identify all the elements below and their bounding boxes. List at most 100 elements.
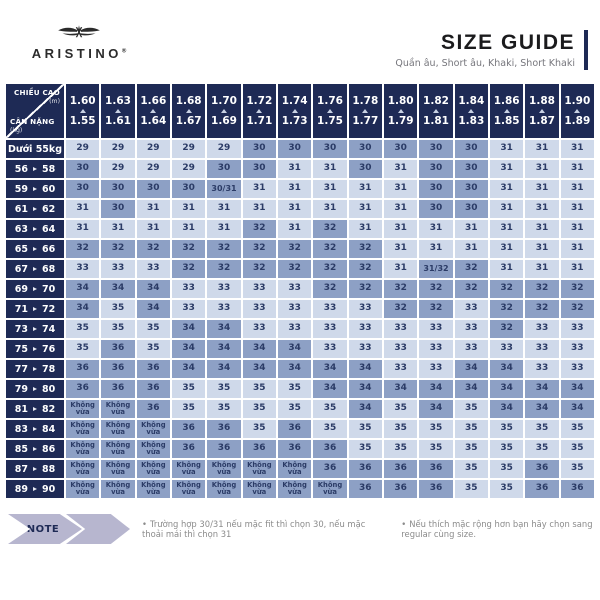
- weight-label-cell: 89 90: [6, 480, 64, 498]
- size-cell: 33: [277, 320, 312, 338]
- height-min-value: 1.85: [493, 114, 520, 127]
- size-cell: 31: [560, 260, 594, 278]
- size-cell: 30: [454, 140, 488, 158]
- size-cell: 34: [383, 380, 418, 398]
- size-cell: 31: [489, 260, 524, 278]
- size-cell: 32: [348, 240, 382, 258]
- registered-mark-icon: ®: [121, 48, 127, 55]
- size-cell: 32: [136, 240, 170, 258]
- size-cell: 36: [313, 460, 347, 478]
- size-cell: 29: [136, 140, 170, 158]
- size-cell: 34: [242, 360, 276, 378]
- size-cell: 36: [525, 480, 559, 498]
- size-cell: 33: [419, 320, 453, 338]
- size-cell: 35: [454, 440, 488, 458]
- size-cell: 31: [489, 140, 524, 158]
- size-cell: 31: [383, 180, 418, 198]
- size-cell: 35: [101, 320, 135, 338]
- note-items: • Trường hợp 30/31 nếu mặc fit thì chọn 3…: [142, 519, 600, 539]
- height-range-cell: 1.84 1.83: [454, 84, 488, 138]
- weight-from-value: 67: [14, 263, 28, 275]
- height-min-value: 1.67: [175, 114, 202, 127]
- weight-label-cell: 63 64: [6, 220, 64, 238]
- size-cell: 35: [454, 420, 488, 438]
- size-cell: 34: [313, 360, 347, 378]
- size-cell: 30: [171, 180, 206, 198]
- weight-from-value: 65: [14, 243, 28, 255]
- size-cell: 29: [207, 140, 241, 158]
- height-max-value: 1.60: [69, 95, 96, 107]
- note-chevron-icon: NOTE: [8, 514, 82, 544]
- corner-weight-label: CÂN NẶNG (kg): [10, 117, 54, 134]
- bullet-icon: •: [401, 519, 407, 529]
- size-cell: 34: [207, 360, 241, 378]
- weight-from-value: 79: [14, 383, 28, 395]
- weight-to-value: 68: [42, 263, 56, 275]
- right-arrow-icon: [33, 407, 37, 411]
- size-cell: 32: [277, 240, 312, 258]
- size-cell: 34: [525, 380, 559, 398]
- size-cell: 35: [489, 440, 524, 458]
- size-cell: 35: [383, 440, 418, 458]
- size-cell: 35: [101, 300, 135, 318]
- right-arrow-icon: [33, 467, 37, 471]
- size-cell: 31: [313, 180, 347, 198]
- weight-from-value: 59: [14, 183, 28, 195]
- size-cell: 34: [277, 360, 312, 378]
- size-cell: 32: [348, 280, 382, 298]
- size-cell: 35: [277, 380, 312, 398]
- size-cell: 32: [101, 240, 135, 258]
- size-cell: 32: [419, 280, 453, 298]
- height-range-cell: 1.68 1.67: [171, 84, 206, 138]
- size-cell: 31: [242, 180, 276, 198]
- height-max-value: 1.90: [564, 95, 591, 107]
- height-max-value: 1.70: [211, 95, 237, 107]
- size-cell: 30: [277, 140, 312, 158]
- size-cell: 34: [454, 380, 488, 398]
- up-triangle-icon: [362, 109, 369, 113]
- size-cell: 31: [525, 180, 559, 198]
- weight-to-value: 70: [42, 283, 56, 295]
- page-title: SIZE GUIDE: [440, 31, 575, 54]
- weight-from-value: 73: [14, 323, 28, 335]
- size-cell: Không vừa: [101, 440, 135, 458]
- size-cell: 29: [171, 140, 206, 158]
- height-min-value: 1.83: [458, 114, 485, 127]
- size-cell: 35: [207, 400, 241, 418]
- size-cell: 34: [136, 300, 170, 318]
- size-cell: 31: [313, 200, 347, 218]
- weight-label-single: Dưới 55kg: [7, 143, 63, 155]
- size-cell: 33: [454, 340, 488, 358]
- size-cell: 35: [66, 340, 100, 358]
- size-cell: 35: [242, 420, 276, 438]
- height-max-value: 1.72: [246, 95, 273, 107]
- height-min-value: 1.61: [105, 114, 131, 127]
- size-cell: 33: [242, 300, 276, 318]
- size-cell: 34: [66, 300, 100, 318]
- right-arrow-icon: [33, 347, 37, 351]
- size-cell: 31: [454, 220, 488, 238]
- size-cell: 31: [383, 240, 418, 258]
- size-cell: 30/31: [207, 180, 241, 198]
- size-cell: 33: [313, 320, 347, 338]
- size-cell: 30: [454, 200, 488, 218]
- size-cell: 31: [242, 200, 276, 218]
- size-cell: 32: [313, 220, 347, 238]
- size-cell: 31: [171, 220, 206, 238]
- size-cell: 33: [242, 320, 276, 338]
- weight-label-cell: 79 80: [6, 380, 64, 398]
- size-cell: 34: [419, 400, 453, 418]
- height-max-value: 1.76: [317, 95, 343, 107]
- corner-height-label: CHIỀU CAO (m): [14, 88, 60, 105]
- size-cell: 30: [136, 180, 170, 198]
- height-max-value: 1.66: [140, 95, 167, 107]
- height-range-cell: 1.60 1.55: [66, 84, 100, 138]
- size-cell: 31: [277, 160, 312, 178]
- size-cell: 35: [525, 420, 559, 438]
- size-cell: 33: [489, 340, 524, 358]
- size-cell: 31: [560, 160, 594, 178]
- size-cell: 30: [207, 160, 241, 178]
- right-arrow-icon: [33, 187, 37, 191]
- size-cell: 35: [525, 440, 559, 458]
- size-cell: Không vừa: [277, 460, 312, 478]
